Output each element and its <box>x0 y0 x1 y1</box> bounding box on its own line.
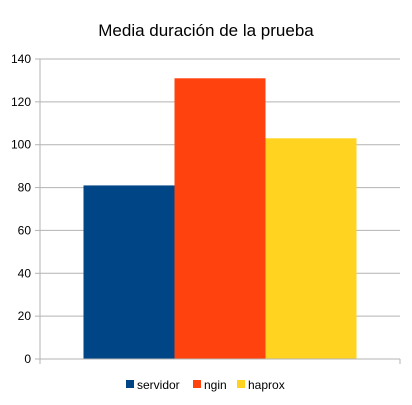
legend: servidor ngin haprox <box>126 378 285 392</box>
legend-label: servidor <box>137 378 180 392</box>
legend-swatch <box>126 380 134 388</box>
y-axis-ticks: 0 20 40 60 80 100 120 140 <box>11 52 40 366</box>
legend-item-ngin: ngin <box>193 378 227 392</box>
y-tick-label: 120 <box>11 95 31 109</box>
y-tick-label: 60 <box>18 223 32 237</box>
legend-item-servidor: servidor <box>126 378 180 392</box>
legend-label: haprox <box>248 378 285 392</box>
legend-swatch <box>237 380 245 388</box>
y-tick-label: 0 <box>24 352 31 366</box>
bar-servidor <box>83 185 175 359</box>
legend-label: ngin <box>204 378 227 392</box>
legend-swatch <box>193 380 201 388</box>
y-tick-label: 140 <box>11 52 31 66</box>
axes <box>39 59 401 364</box>
bar-haprox <box>265 138 357 359</box>
y-tick-label: 20 <box>18 309 32 323</box>
y-tick-label: 80 <box>18 181 32 195</box>
bar-ngin <box>174 78 266 360</box>
y-tick-label: 100 <box>11 138 31 152</box>
chart-title: Media duración de la prueba <box>98 21 314 40</box>
bars <box>83 78 357 360</box>
legend-item-haprox: haprox <box>237 378 285 392</box>
y-tick-label: 40 <box>18 266 32 280</box>
